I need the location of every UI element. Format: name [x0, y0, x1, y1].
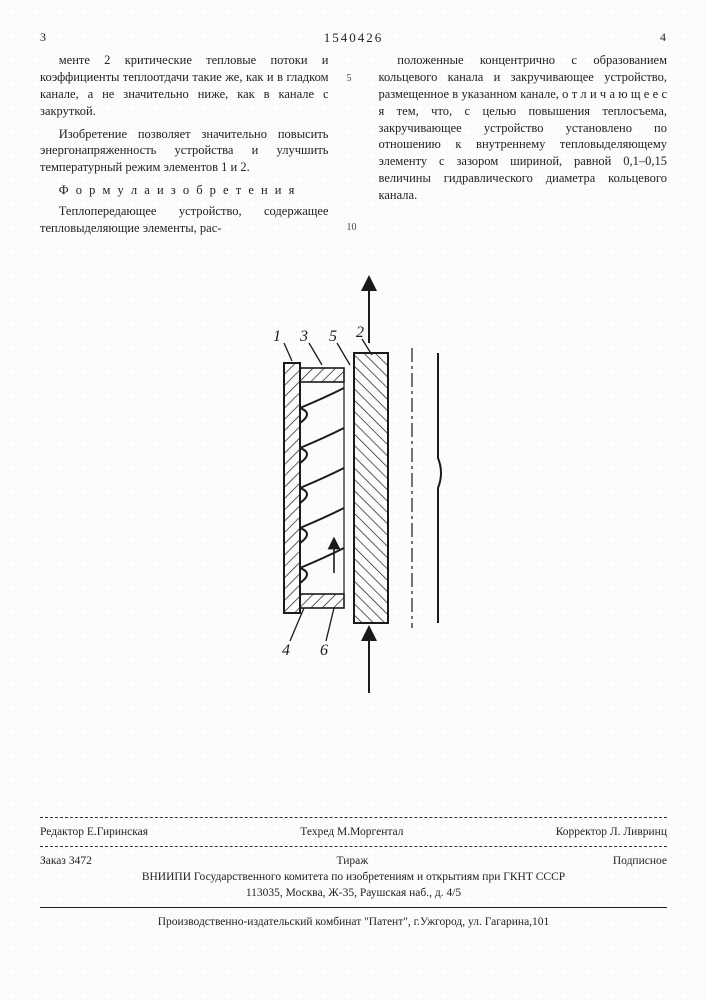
label-3: 3: [299, 328, 308, 345]
credits-row: Редактор Е.Гиринская Техред М.Моргентал …: [40, 824, 667, 840]
line-number-gutter: 5 10: [347, 52, 361, 243]
order-row: Заказ 3472 Тираж Подписное: [40, 853, 667, 869]
figure-container: 1 3 5 2 4 6: [40, 273, 667, 703]
patent-page: 3 1540426 4 менте 2 критические тепловые…: [0, 0, 707, 1000]
label-5: 5: [329, 328, 337, 345]
org2: Производственно-издательский комбинат "П…: [40, 914, 667, 930]
dash-sep-1: [40, 817, 667, 818]
device-figure: 1 3 5 2 4 6: [204, 273, 504, 703]
label-2: 2: [356, 324, 364, 341]
formula-title: Ф о р м у л а и з о б р е т е н и я: [40, 182, 329, 199]
sign: Подписное: [613, 853, 667, 869]
org1: ВНИИПИ Государственного комитета по изоб…: [40, 869, 667, 885]
page-number-left: 3: [40, 30, 47, 46]
corrector: Корректор Л. Ливринц: [556, 824, 667, 840]
label-4: 4: [282, 642, 290, 659]
addr1: 113035, Москва, Ж-35, Раушская наб., д. …: [40, 885, 667, 901]
solid-sep: [40, 907, 667, 908]
editor: Редактор Е.Гиринская: [40, 824, 148, 840]
label-6: 6: [320, 642, 328, 659]
doc-number: 1540426: [47, 30, 660, 46]
page-number-right: 4: [660, 30, 667, 46]
right-p1: положенные концентрично с образованием к…: [379, 52, 668, 204]
line-num-10: 10: [347, 221, 361, 235]
left-p2: Изобретение позволяет значительно повыси…: [40, 126, 329, 177]
line-num-5: 5: [347, 72, 361, 86]
page-header: 3 1540426 4: [40, 30, 667, 46]
tirazh: Тираж: [104, 853, 601, 869]
left-p1: менте 2 критические тепловые потоки и ко…: [40, 52, 329, 120]
techred: Техред М.Моргентал: [300, 824, 403, 840]
imprint-block: Редактор Е.Гиринская Техред М.Моргентал …: [40, 811, 667, 930]
left-p3: Теплопередающее устройство, содержащее т…: [40, 203, 329, 237]
body-columns: менте 2 критические тепловые потоки и ко…: [40, 52, 667, 243]
left-column: менте 2 критические тепловые потоки и ко…: [40, 52, 329, 243]
order: Заказ 3472: [40, 853, 92, 869]
right-column: положенные концентрично с образованием к…: [379, 52, 668, 243]
label-1: 1: [273, 328, 281, 345]
dash-sep-2: [40, 846, 667, 847]
